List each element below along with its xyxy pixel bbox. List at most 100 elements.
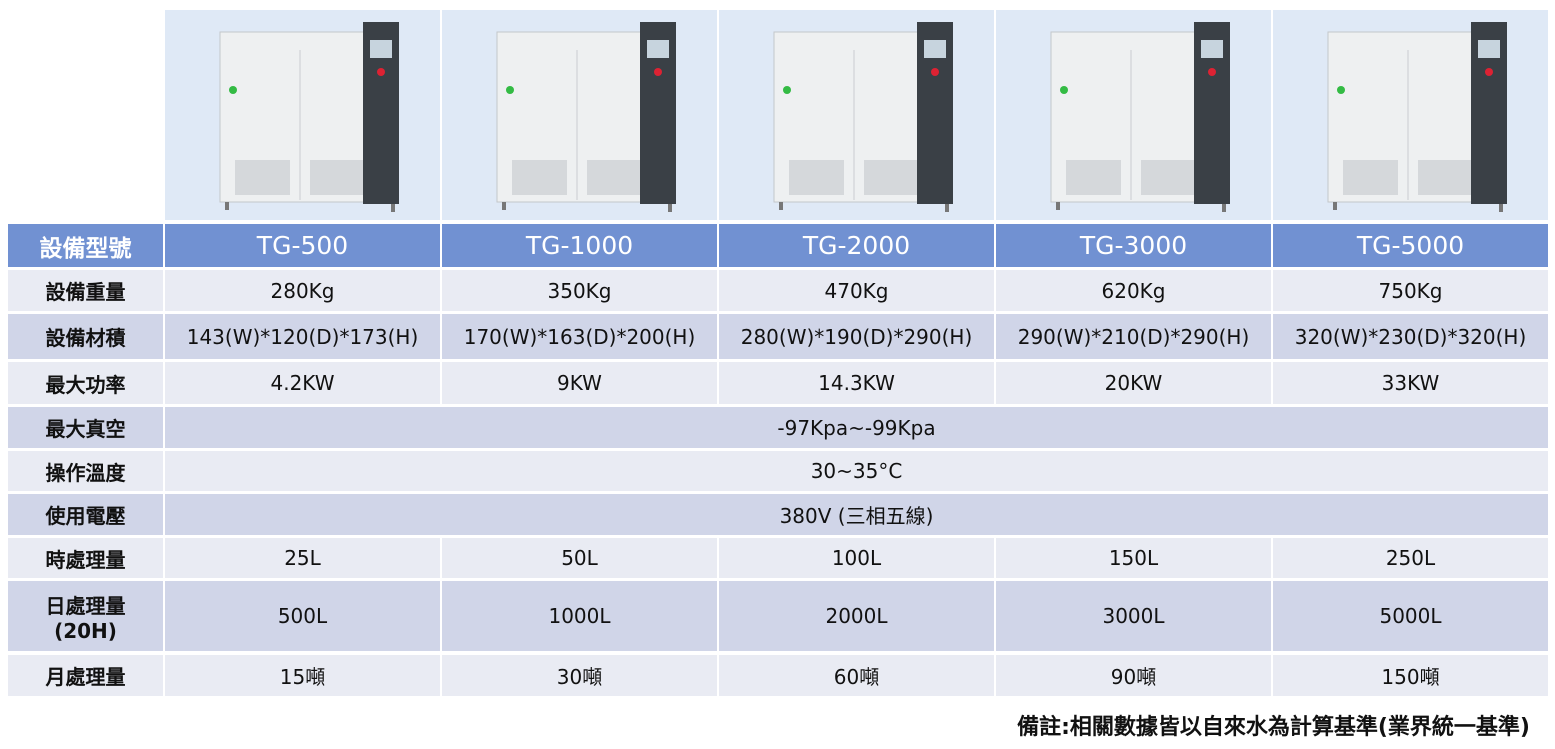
cell-text: 150噸 [1381, 665, 1440, 689]
cell-text: 60噸 [833, 665, 880, 689]
cell-text: 9KW [557, 371, 602, 395]
data-cell: 25L [165, 538, 440, 578]
data-cell: 280Kg [165, 270, 440, 311]
cell-text: 500L [277, 604, 328, 628]
cell-text: 50L [561, 546, 598, 570]
merged-cell: -97Kpa~-99Kpa [165, 407, 1548, 448]
cell-text: 380V (三相五線) [779, 504, 934, 528]
row-label-text: 使用電壓 [45, 504, 126, 528]
merged-cell: 380V (三相五線) [165, 494, 1548, 535]
data-cell: 280(W)*190(D)*290(H) [719, 314, 994, 359]
data-cell: 250L [1273, 538, 1548, 578]
row-label: 月處理量 [8, 655, 163, 696]
cell-text: 1000L [548, 604, 611, 628]
model-name: TG-5000 [1356, 231, 1465, 260]
cell-text: 290(W)*210(D)*290(H) [1017, 324, 1250, 349]
product-image [996, 10, 1271, 220]
cell-text: 5000L [1379, 604, 1442, 628]
row-label: 最大真空 [8, 407, 163, 448]
header-label: 設備型號 [8, 224, 163, 267]
cell-text: 90噸 [1110, 665, 1157, 689]
header-text: 設備型號 [39, 235, 132, 262]
machine-illustration [165, 10, 440, 220]
data-cell: 150噸 [1273, 655, 1548, 696]
row-label-text: 日處理量 [45, 593, 126, 618]
machine-illustration [442, 10, 717, 220]
data-cell: 500L [165, 581, 440, 651]
row-label-text: 最大真空 [45, 417, 126, 441]
cell-text: 3000L [1102, 604, 1165, 628]
cell-text: 33KW [1381, 371, 1440, 395]
cell-text: 30噸 [556, 665, 603, 689]
cell-text: 470Kg [824, 278, 889, 303]
row-label-text: 設備材積 [45, 326, 126, 350]
model-header: TG-5000 [1273, 224, 1548, 267]
product-image [719, 10, 994, 220]
data-cell: 470Kg [719, 270, 994, 311]
data-cell: 290(W)*210(D)*290(H) [996, 314, 1271, 359]
machine-illustration [996, 10, 1271, 220]
product-image [442, 10, 717, 220]
data-cell: 30噸 [442, 655, 717, 696]
cell-text: 280(W)*190(D)*290(H) [740, 324, 973, 349]
footnote: 備註:相關數據皆以自來水為計算基準(業界統一基準) [1017, 715, 1530, 740]
cell-text: -97Kpa~-99Kpa [777, 415, 936, 440]
data-cell: 60噸 [719, 655, 994, 696]
row-label-text: 操作溫度 [45, 460, 126, 485]
model-name: TG-3000 [1079, 231, 1188, 260]
row-label-text: 月處理量 [45, 665, 126, 689]
data-cell: 20KW [996, 362, 1271, 404]
cell-text: 280Kg [270, 278, 335, 303]
cell-text: 100L [831, 546, 882, 570]
cell-text: 170(W)*163(D)*200(H) [463, 324, 696, 349]
cell-text: 2000L [825, 604, 888, 628]
cell-text: 320(W)*230(D)*320(H) [1294, 324, 1527, 349]
product-image [1273, 10, 1548, 220]
data-cell: 2000L [719, 581, 994, 651]
model-header: TG-500 [165, 224, 440, 267]
data-cell: 50L [442, 538, 717, 578]
product-image [165, 10, 440, 220]
data-cell: 143(W)*120(D)*173(H) [165, 314, 440, 359]
data-cell: 750Kg [1273, 270, 1548, 311]
data-cell: 33KW [1273, 362, 1548, 404]
data-cell: 170(W)*163(D)*200(H) [442, 314, 717, 359]
data-cell: 350Kg [442, 270, 717, 311]
machine-illustration [1273, 10, 1548, 220]
cell-text: 30~35°C [810, 459, 903, 483]
model-header: TG-1000 [442, 224, 717, 267]
row-label-text: 最大功率 [45, 372, 126, 397]
cell-text: 4.2KW [270, 371, 335, 395]
data-cell: 320(W)*230(D)*320(H) [1273, 314, 1548, 359]
row-label: 設備重量 [8, 270, 163, 311]
cell-text: 143(W)*120(D)*173(H) [186, 324, 419, 349]
data-cell: 3000L [996, 581, 1271, 651]
data-cell: 90噸 [996, 655, 1271, 696]
cell-text: 20KW [1104, 371, 1163, 395]
data-cell: 9KW [442, 362, 717, 404]
cell-text: 350Kg [547, 278, 612, 303]
cell-text: 750Kg [1378, 278, 1443, 303]
data-cell: 1000L [442, 581, 717, 651]
cell-text: 150L [1108, 546, 1159, 570]
data-cell: 15噸 [165, 655, 440, 696]
cell-text: 250L [1385, 546, 1436, 570]
machine-illustration [719, 10, 994, 220]
cell-text: 15噸 [279, 665, 326, 689]
cell-text: 25L [284, 546, 321, 570]
data-cell: 620Kg [996, 270, 1271, 311]
row-sublabel-text: (20H) [54, 618, 117, 643]
model-header: TG-2000 [719, 224, 994, 267]
data-cell: 150L [996, 538, 1271, 578]
row-label: 設備材積 [8, 314, 163, 359]
row-label: 日處理量 (20H) [8, 581, 163, 651]
cell-text: 620Kg [1101, 278, 1166, 303]
data-cell: 14.3KW [719, 362, 994, 404]
row-label: 使用電壓 [8, 494, 163, 535]
model-header: TG-3000 [996, 224, 1271, 267]
row-label-text: 時處理量 [45, 547, 126, 572]
model-name: TG-1000 [525, 231, 634, 260]
model-name: TG-500 [256, 231, 349, 260]
data-cell: 100L [719, 538, 994, 578]
